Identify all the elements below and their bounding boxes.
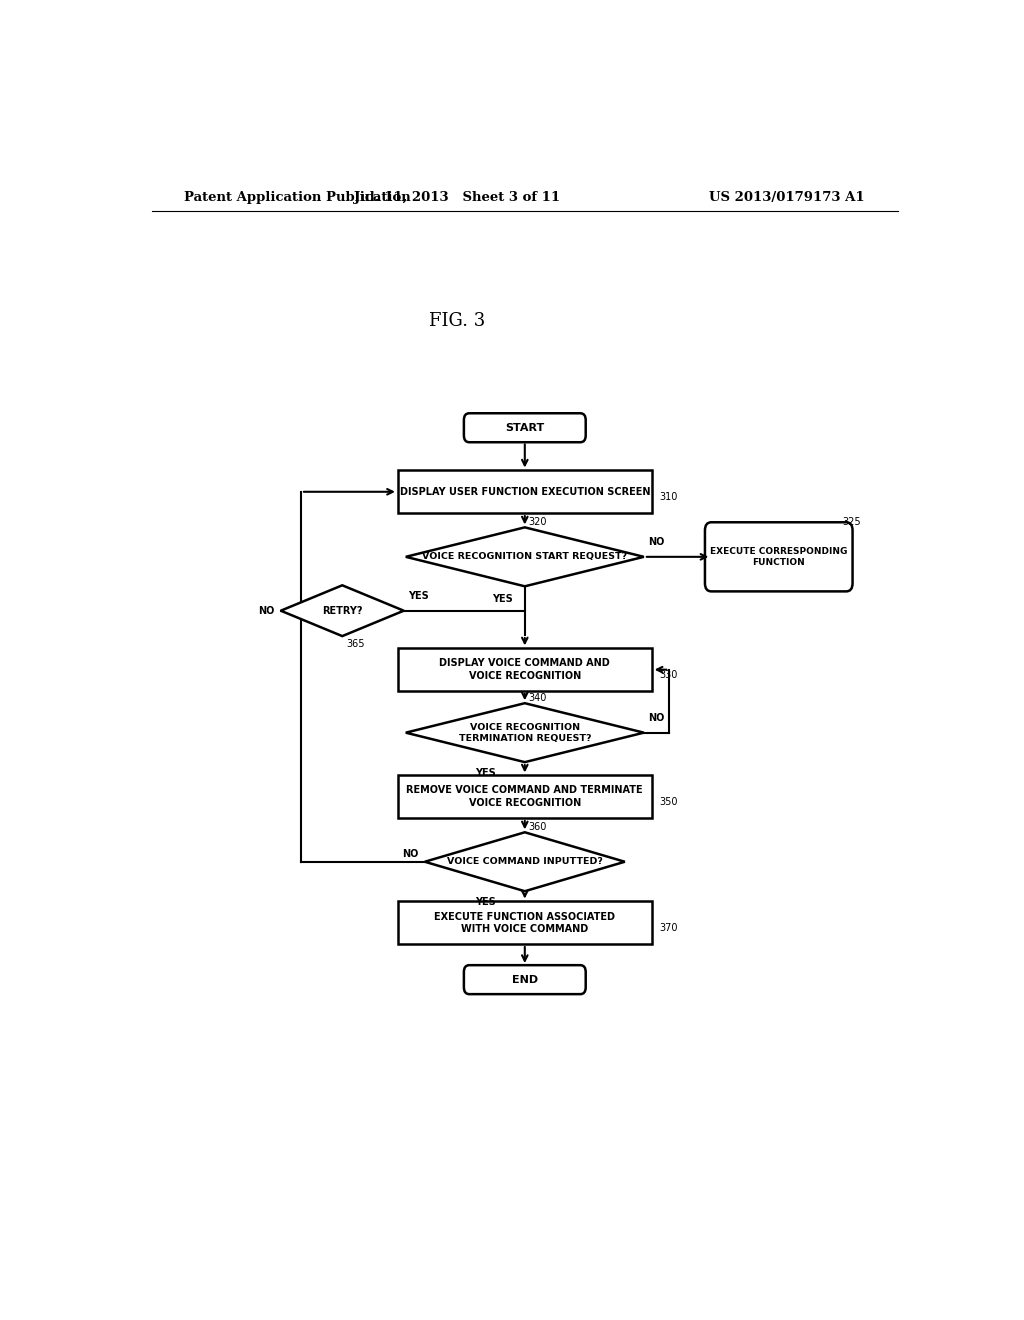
Text: YES: YES: [493, 594, 513, 605]
Text: 340: 340: [528, 693, 547, 704]
Text: 350: 350: [659, 797, 678, 807]
Text: EXECUTE CORRESPONDING
FUNCTION: EXECUTE CORRESPONDING FUNCTION: [710, 546, 848, 566]
Text: NO: NO: [648, 537, 665, 546]
Text: Patent Application Publication: Patent Application Publication: [183, 190, 411, 203]
Polygon shape: [425, 833, 625, 891]
Text: 325: 325: [842, 517, 861, 527]
FancyBboxPatch shape: [464, 965, 586, 994]
Bar: [397, 902, 651, 944]
Text: END: END: [512, 974, 538, 985]
Text: REMOVE VOICE COMMAND AND TERMINATE
VOICE RECOGNITION: REMOVE VOICE COMMAND AND TERMINATE VOICE…: [407, 785, 643, 808]
Text: 330: 330: [659, 669, 678, 680]
FancyBboxPatch shape: [705, 523, 853, 591]
Text: START: START: [505, 422, 545, 433]
Text: YES: YES: [408, 590, 428, 601]
Bar: [397, 775, 651, 818]
Text: VOICE COMMAND INPUTTED?: VOICE COMMAND INPUTTED?: [446, 857, 603, 866]
Text: 370: 370: [659, 923, 678, 933]
Text: NO: NO: [648, 713, 665, 722]
Polygon shape: [406, 528, 644, 586]
Text: DISPLAY USER FUNCTION EXECUTION SCREEN: DISPLAY USER FUNCTION EXECUTION SCREEN: [399, 487, 650, 496]
Text: 310: 310: [659, 492, 678, 502]
FancyBboxPatch shape: [464, 413, 586, 442]
Text: NO: NO: [402, 849, 419, 858]
Text: YES: YES: [475, 768, 496, 779]
Polygon shape: [281, 585, 403, 636]
Text: YES: YES: [475, 898, 496, 907]
Text: 320: 320: [528, 517, 547, 527]
Text: US 2013/0179173 A1: US 2013/0179173 A1: [709, 190, 864, 203]
Text: Jul. 11, 2013   Sheet 3 of 11: Jul. 11, 2013 Sheet 3 of 11: [354, 190, 560, 203]
Text: VOICE RECOGNITION START REQUEST?: VOICE RECOGNITION START REQUEST?: [422, 552, 628, 561]
Bar: [397, 470, 651, 513]
Text: DISPLAY VOICE COMMAND AND
VOICE RECOGNITION: DISPLAY VOICE COMMAND AND VOICE RECOGNIT…: [439, 659, 610, 681]
Text: VOICE RECOGNITION
TERMINATION REQUEST?: VOICE RECOGNITION TERMINATION REQUEST?: [459, 722, 591, 743]
Text: EXECUTE FUNCTION ASSOCIATED
WITH VOICE COMMAND: EXECUTE FUNCTION ASSOCIATED WITH VOICE C…: [434, 912, 615, 935]
Bar: [397, 648, 651, 690]
Text: NO: NO: [258, 606, 274, 615]
Text: 365: 365: [346, 639, 365, 649]
Text: RETRY?: RETRY?: [322, 606, 362, 615]
Text: 360: 360: [528, 822, 547, 832]
Text: FIG. 3: FIG. 3: [429, 312, 485, 330]
Polygon shape: [406, 704, 644, 762]
